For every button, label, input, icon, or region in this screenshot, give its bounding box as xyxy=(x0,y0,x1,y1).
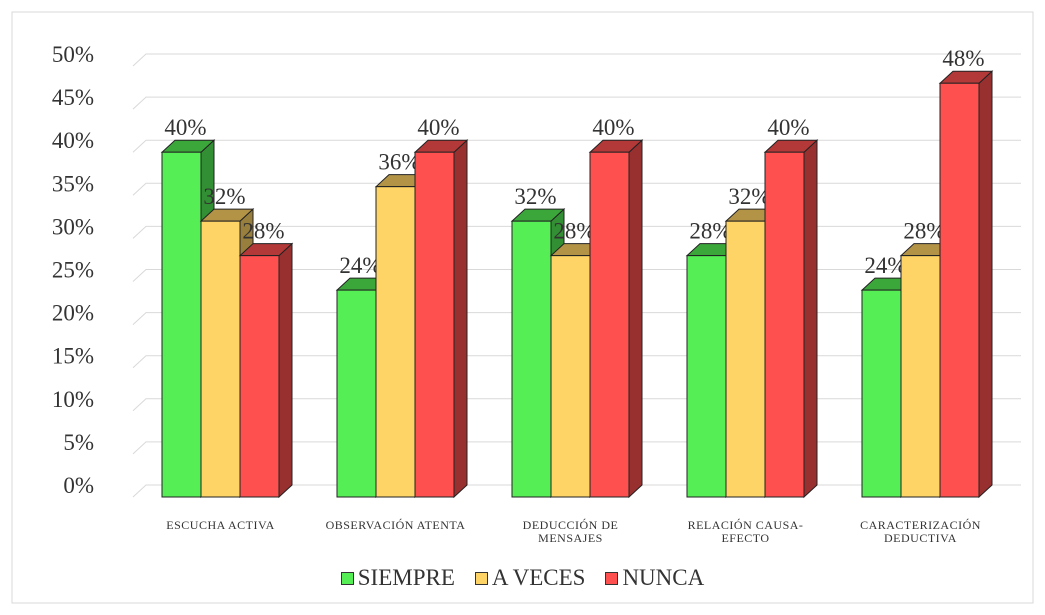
x-tick-label: DEDUCCIÓN DE MENSAJES xyxy=(522,518,619,545)
legend-item: SIEMPRE xyxy=(340,565,455,591)
legend-label: NUNCA xyxy=(622,565,705,590)
legend-label: SIEMPRE xyxy=(357,565,455,590)
legend-swatch xyxy=(605,571,619,585)
value-label: 40% xyxy=(417,115,459,140)
value-label: 24% xyxy=(339,253,381,278)
frame xyxy=(11,11,1034,604)
bar-side xyxy=(628,139,643,499)
bar-side xyxy=(803,139,818,499)
value-label: 32% xyxy=(203,184,245,209)
grid-line xyxy=(132,53,1021,67)
x-tick-label: RELACIÓN CAUSA-EFECTO xyxy=(687,518,804,545)
value-label: 32% xyxy=(728,184,770,209)
x-tick-label: ESCUCHA ACTIVA xyxy=(166,518,275,532)
legend-item: NUNCA xyxy=(605,565,704,591)
bar xyxy=(686,255,727,498)
y-tick-label: 50% xyxy=(52,42,94,67)
value-label: 28% xyxy=(242,219,284,244)
legend-item: A VECES xyxy=(474,565,586,591)
y-tick-label: 10% xyxy=(52,387,94,412)
value-label: 24% xyxy=(864,253,906,278)
grid-line xyxy=(132,96,1021,110)
y-tick-label: 40% xyxy=(52,128,94,153)
value-label: 32% xyxy=(514,184,556,209)
legend-swatch xyxy=(474,571,488,585)
y-tick-label: 45% xyxy=(52,85,94,110)
bar xyxy=(861,289,902,498)
bar xyxy=(414,151,455,498)
y-tick-label: 35% xyxy=(52,171,94,196)
value-label: 36% xyxy=(378,150,420,175)
bar xyxy=(336,289,377,498)
legend: SIEMPRE A VECES NUNCA xyxy=(0,565,1045,591)
bar xyxy=(375,186,416,498)
bar xyxy=(239,255,280,498)
bar xyxy=(725,220,766,498)
bar-side xyxy=(978,70,993,499)
value-label: 28% xyxy=(689,219,731,244)
bar xyxy=(511,220,552,498)
x-tick-label: CARACTERIZACIÓN DEDUCTIVA xyxy=(860,518,981,545)
x-tick-label: OBSERVACIÓN ATENTA xyxy=(325,518,466,532)
value-label: 40% xyxy=(164,115,206,140)
bar-side xyxy=(278,242,293,499)
bar xyxy=(161,151,202,498)
value-label: 40% xyxy=(767,115,809,140)
legend-swatch xyxy=(340,571,354,585)
grid-line xyxy=(132,182,1021,196)
bar xyxy=(550,255,591,498)
y-tick-label: 5% xyxy=(63,430,94,455)
y-tick-label: 25% xyxy=(52,258,94,283)
value-label: 40% xyxy=(592,115,634,140)
y-tick-label: 30% xyxy=(52,214,94,239)
bar xyxy=(939,82,980,498)
y-tick-label: 20% xyxy=(52,301,94,326)
value-label: 48% xyxy=(942,46,984,71)
grid-line xyxy=(132,139,1021,153)
value-label: 28% xyxy=(903,219,945,244)
bar xyxy=(200,220,241,498)
y-tick-label: 0% xyxy=(63,473,94,498)
bar xyxy=(900,255,941,498)
legend-label: A VECES xyxy=(491,565,586,590)
bar xyxy=(589,151,630,498)
value-label: 28% xyxy=(553,219,595,244)
bar-side xyxy=(453,139,468,499)
y-tick-label: 15% xyxy=(52,344,94,369)
bar xyxy=(764,151,805,498)
